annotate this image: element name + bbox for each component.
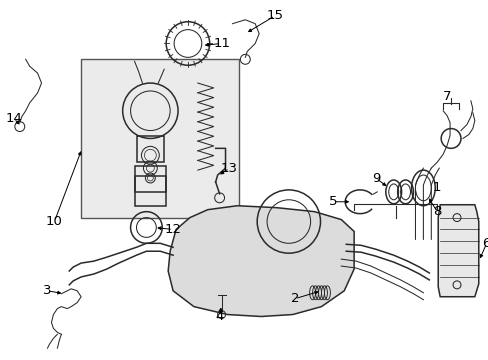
Text: 14: 14 [5,112,22,125]
Text: 15: 15 [266,9,283,22]
Polygon shape [437,205,478,297]
Bar [134,166,166,192]
Text: 5: 5 [328,195,337,208]
Text: 3: 3 [43,284,52,297]
Text: 6: 6 [482,237,488,250]
Bar [81,59,239,217]
Polygon shape [168,206,353,316]
Text: 13: 13 [221,162,238,175]
Text: 9: 9 [371,171,379,185]
Text: 12: 12 [164,223,181,236]
Text: 4: 4 [215,310,224,323]
Text: 2: 2 [290,292,299,305]
Text: 7: 7 [442,90,450,103]
Text: 1: 1 [432,181,441,194]
Text: 10: 10 [46,215,63,228]
Text: 11: 11 [213,37,230,50]
Bar [136,136,164,162]
Text: 8: 8 [432,205,441,218]
Bar [134,176,166,206]
